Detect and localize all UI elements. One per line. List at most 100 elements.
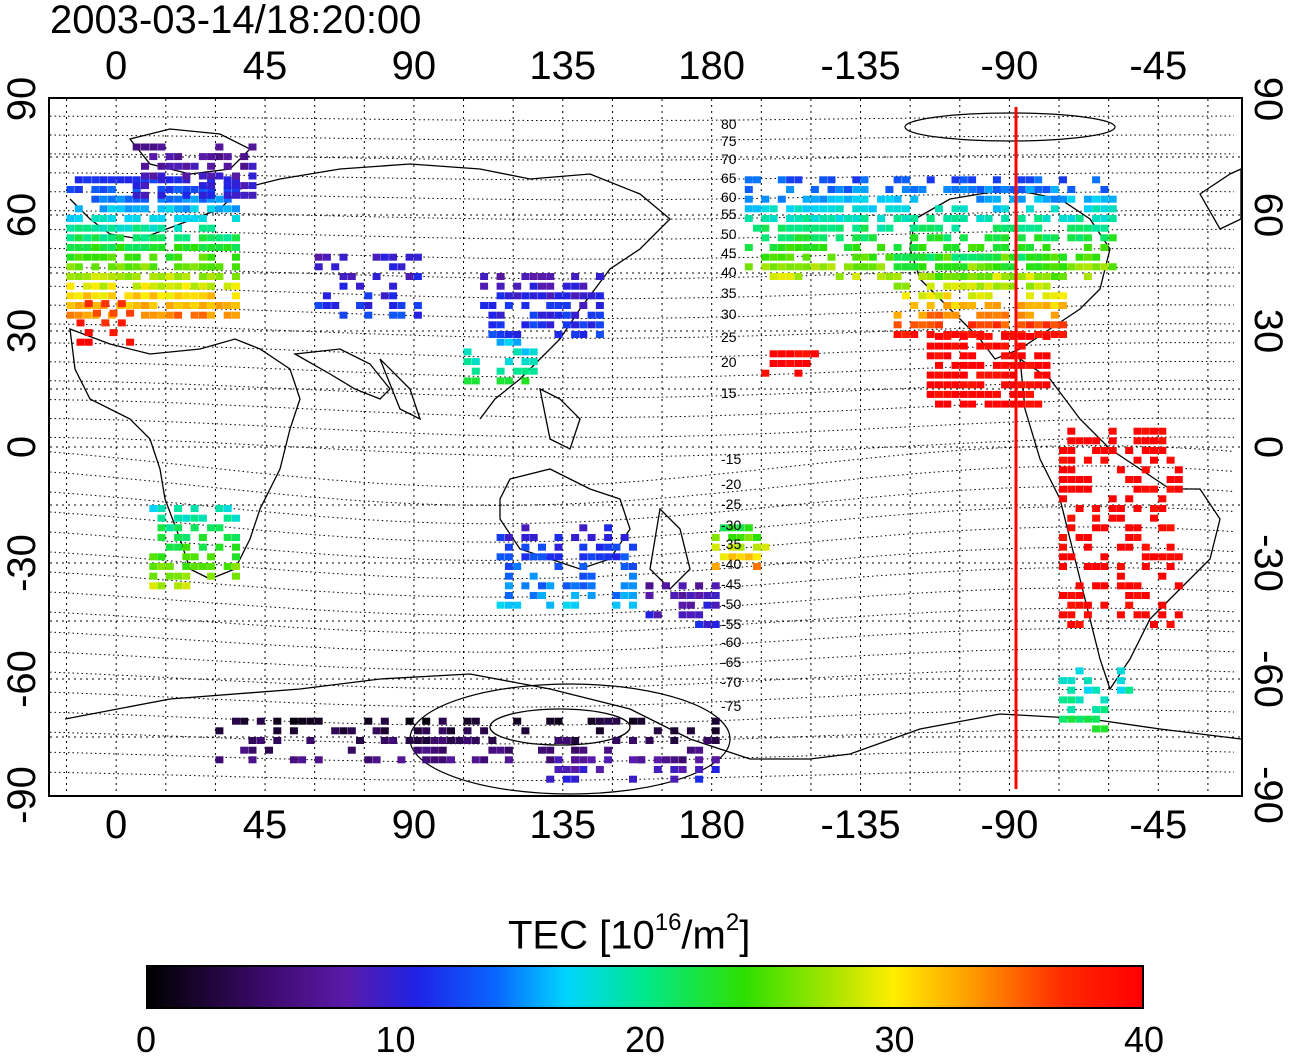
- tec-pixel: [1092, 205, 1101, 213]
- tec-pixel: [595, 302, 604, 309]
- tec-pixel: [984, 273, 993, 280]
- tec-pixel: [149, 172, 158, 180]
- tec-pixel: [885, 253, 894, 261]
- tec-pixel: [885, 273, 894, 280]
- timestamp: 2003-03-14/18:20:00: [50, 0, 422, 42]
- tec-pixel: [1017, 195, 1026, 203]
- tec-pixel: [612, 543, 621, 551]
- tec-pixel: [1050, 263, 1059, 271]
- tec-pixel: [215, 505, 224, 512]
- tec-pixel: [141, 292, 149, 300]
- tec-pixel: [554, 756, 563, 764]
- tec-pixel: [901, 253, 910, 261]
- tec-pixel: [223, 234, 232, 242]
- contour-label: -55: [721, 616, 741, 632]
- tec-pixel: [232, 717, 240, 725]
- tec-pixel: [877, 244, 886, 251]
- tec-pixel: [480, 727, 489, 735]
- tec-pixel: [587, 534, 596, 541]
- tec-pixel: [232, 292, 240, 300]
- tec-pixel: [1125, 495, 1134, 503]
- tec-pixel: [1141, 485, 1150, 493]
- tec-pixel: [141, 302, 149, 309]
- tec-pixel: [1017, 215, 1026, 222]
- tec-pixel: [546, 282, 555, 290]
- tec-pixel: [182, 273, 191, 280]
- tec-pixel: [306, 717, 315, 725]
- tec-pixel: [1001, 371, 1010, 379]
- tec-pixel: [695, 611, 704, 619]
- tec-pixel: [686, 592, 695, 599]
- tec-pixel: [207, 191, 216, 199]
- tec-pixel: [1125, 534, 1134, 541]
- tec-pixel: [935, 342, 943, 350]
- tec-pixel: [901, 292, 910, 300]
- tec-pixel: [546, 311, 555, 319]
- tec-pixel: [438, 746, 447, 754]
- tec-pixel: [670, 756, 679, 764]
- tec-pixel: [1108, 437, 1117, 445]
- tec-pixel: [190, 505, 199, 512]
- tec-pixel: [992, 263, 1001, 271]
- tec-pixel: [223, 302, 232, 309]
- tec-pixel: [1067, 447, 1076, 454]
- tec-pixel: [1100, 447, 1109, 454]
- tec-pixel: [1059, 321, 1067, 329]
- tec-pixel: [1009, 253, 1018, 261]
- tec-pixel: [546, 582, 555, 590]
- tec-pixel: [736, 534, 745, 541]
- tec-pixel: [538, 282, 546, 290]
- tec-pixel: [1075, 582, 1084, 590]
- tec-pixel: [504, 292, 513, 300]
- tec-pixel: [918, 224, 927, 232]
- tec-pixel: [711, 601, 720, 609]
- tec-pixel: [992, 205, 1001, 213]
- tec-pixel: [761, 263, 770, 271]
- tec-pixel: [463, 377, 472, 385]
- tec-pixel: [529, 321, 538, 329]
- tec-pixel: [827, 195, 836, 203]
- tec-pixel: [1158, 611, 1167, 619]
- tec-pixel: [1092, 524, 1101, 532]
- tec-pixel: [207, 244, 216, 251]
- tec-pixel: [670, 737, 679, 744]
- tec-pixel: [107, 186, 116, 193]
- tec-pixel: [273, 727, 282, 735]
- tec-pixel: [182, 514, 191, 522]
- tec-pixel: [529, 282, 538, 290]
- tec-pixel: [422, 727, 431, 735]
- tec-pixel: [562, 282, 571, 290]
- contour-line: [50, 172, 1234, 181]
- tec-pixel: [198, 282, 207, 290]
- tec-pixel: [992, 195, 1001, 203]
- tec-pixel: [1133, 485, 1142, 493]
- tec-pixel: [852, 176, 861, 184]
- tec-pixel: [951, 253, 960, 261]
- tec-pixel: [232, 253, 240, 261]
- tec-pixel: [744, 534, 753, 541]
- tec-pixel: [554, 292, 563, 300]
- tec-pixel: [182, 302, 191, 309]
- tec-pixel: [852, 215, 861, 222]
- tec-pixel: [1150, 427, 1158, 435]
- tec-pixel: [223, 186, 232, 193]
- tec-pixel: [546, 717, 555, 725]
- tec-pixel: [538, 273, 546, 280]
- tec-pixel: [968, 302, 977, 309]
- tec-pixel: [860, 186, 869, 193]
- tec-pixel: [1166, 621, 1175, 628]
- tec-pixel: [571, 282, 580, 290]
- tec-pixel: [74, 311, 83, 319]
- tec-pixel: [174, 524, 183, 532]
- tec-pixel: [157, 176, 166, 184]
- contour-line: [50, 628, 1235, 653]
- tec-pixel: [157, 582, 166, 590]
- tec-pixel: [719, 553, 728, 561]
- tec-pixel: [198, 191, 207, 199]
- tec-pixel: [1125, 592, 1134, 599]
- tec-pixel: [943, 390, 952, 398]
- tec-pixel: [893, 195, 902, 203]
- tec-pixel: [538, 746, 546, 754]
- tec-pixel: [728, 524, 737, 532]
- tec-pixel: [571, 746, 580, 754]
